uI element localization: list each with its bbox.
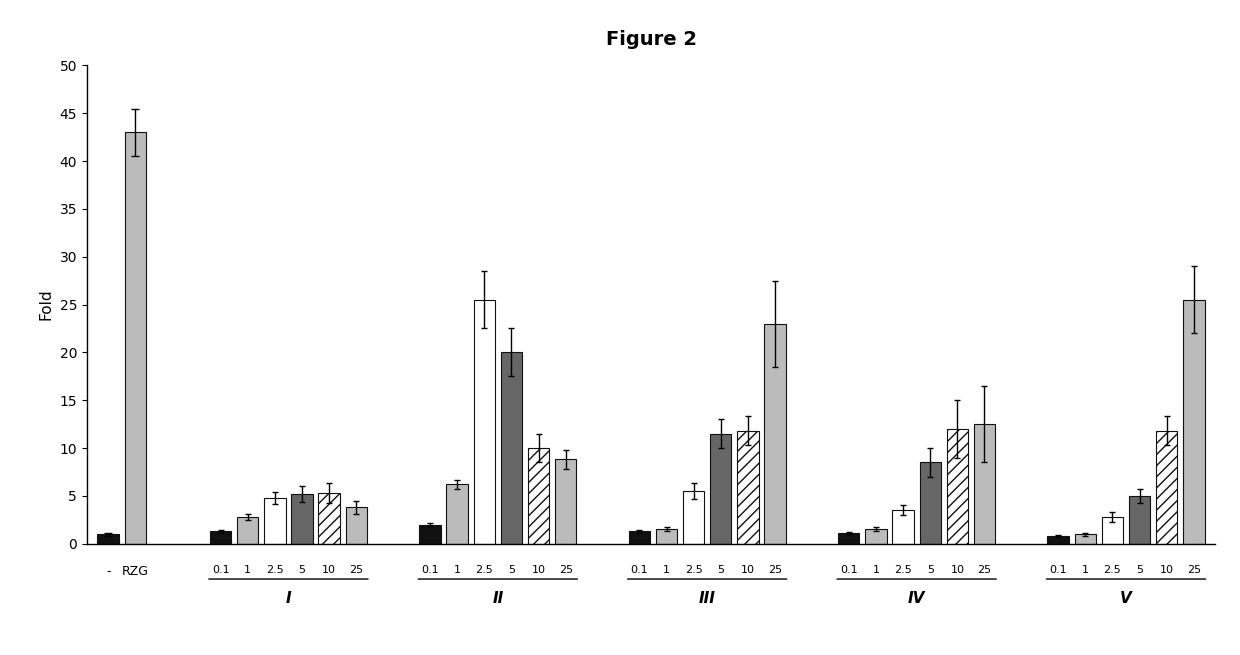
Bar [474,300,495,544]
Bar [237,517,258,544]
Text: 5: 5 [717,565,724,574]
Text: 0.1: 0.1 [422,565,439,574]
Bar [893,510,914,544]
Text: 10: 10 [1159,565,1174,574]
Text: 5: 5 [1136,565,1143,574]
Text: V: V [1120,591,1132,605]
Text: 2.5: 2.5 [267,565,284,574]
Text: 1: 1 [663,565,670,574]
Bar [1048,536,1069,544]
Text: 0.1: 0.1 [1049,565,1066,574]
Text: -: - [105,565,110,578]
Bar [1183,300,1204,544]
Bar [1102,517,1123,544]
Y-axis label: Fold: Fold [38,289,53,320]
Text: 1: 1 [873,565,879,574]
Text: 25: 25 [559,565,573,574]
Bar [419,525,440,544]
Bar [764,324,786,544]
Text: 25: 25 [350,565,363,574]
Bar [656,529,677,544]
Text: 5: 5 [926,565,934,574]
Text: 2.5: 2.5 [475,565,494,574]
Bar [124,132,146,544]
Bar [711,434,732,544]
Text: 10: 10 [950,565,965,574]
Bar [738,431,759,544]
Bar [683,491,704,544]
Bar [973,424,996,544]
Text: III: III [699,591,715,605]
Title: Figure 2: Figure 2 [605,29,697,48]
Bar [556,460,577,544]
Bar [1156,431,1178,544]
Bar [866,529,887,544]
Bar [264,498,285,544]
Text: RZG: RZG [122,565,149,578]
Text: 2.5: 2.5 [684,565,703,574]
Text: 1: 1 [1081,565,1089,574]
Bar [319,493,340,544]
Text: 1: 1 [454,565,460,574]
Text: 25: 25 [1187,565,1200,574]
Text: IV: IV [908,591,925,605]
Text: II: II [492,591,503,605]
Text: 2.5: 2.5 [894,565,911,574]
Bar [446,484,467,544]
Text: I: I [285,591,291,605]
Text: 5: 5 [299,565,305,574]
Text: 25: 25 [977,565,992,574]
Text: 10: 10 [322,565,336,574]
Text: 0.1: 0.1 [839,565,858,574]
Bar [528,448,549,544]
Text: 25: 25 [768,565,782,574]
Bar [291,494,312,544]
Bar [210,531,231,544]
Text: 5: 5 [508,565,515,574]
Bar [838,533,859,544]
Text: 10: 10 [532,565,546,574]
Bar [98,534,119,544]
Bar [1075,534,1096,544]
Bar [920,462,941,544]
Text: 0.1: 0.1 [212,565,229,574]
Bar [946,429,968,544]
Text: 2.5: 2.5 [1104,565,1121,574]
Bar [629,531,650,544]
Text: 10: 10 [742,565,755,574]
Bar [1128,496,1151,544]
Text: 1: 1 [244,565,252,574]
Bar [346,508,367,544]
Bar [501,352,522,544]
Text: 0.1: 0.1 [631,565,649,574]
